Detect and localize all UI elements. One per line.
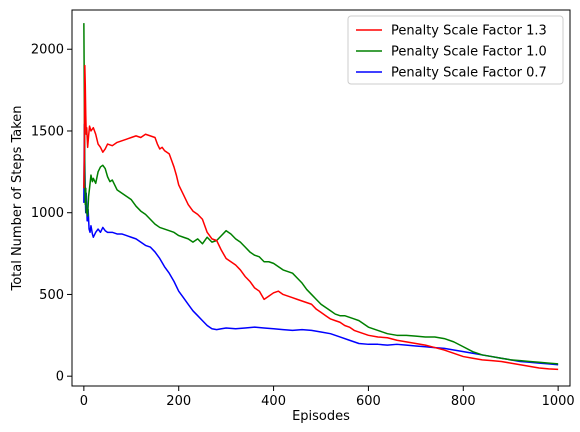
y-tick-label: 1000 [31,206,64,221]
legend-label: Penalty Scale Factor 1.3 [391,24,547,39]
legend-box [347,15,564,85]
legend-label: Penalty Scale Factor 1.0 [391,45,547,60]
y-axis-label: Total Number of Steps Taken [10,105,25,291]
x-tick-label: 0 [80,394,88,409]
legend-label: Penalty Scale Factor 0.7 [391,66,547,81]
x-tick-label: 600 [356,394,381,409]
x-axis-ticks: 0 200 400 600 800 1000 [80,386,575,409]
x-tick-label: 1000 [542,394,575,409]
y-tick-label: 1500 [31,124,64,139]
series-line [83,23,559,365]
y-tick-label: 0 [56,370,64,385]
plot-frame [71,9,571,387]
series-layer [83,23,559,371]
x-tick-label: 800 [451,394,476,409]
y-tick-label: 500 [39,288,64,303]
x-axis-label: Episodes [292,409,350,424]
x-tick-label: 400 [261,394,286,409]
series-line [83,64,559,371]
legend: Penalty Scale Factor 1.3 Penalty Scale Fa… [347,15,564,85]
x-tick-label: 200 [166,394,191,409]
y-tick-label: 2000 [31,43,64,58]
y-axis-ticks: 0 500 1000 1500 2000 [31,43,72,385]
